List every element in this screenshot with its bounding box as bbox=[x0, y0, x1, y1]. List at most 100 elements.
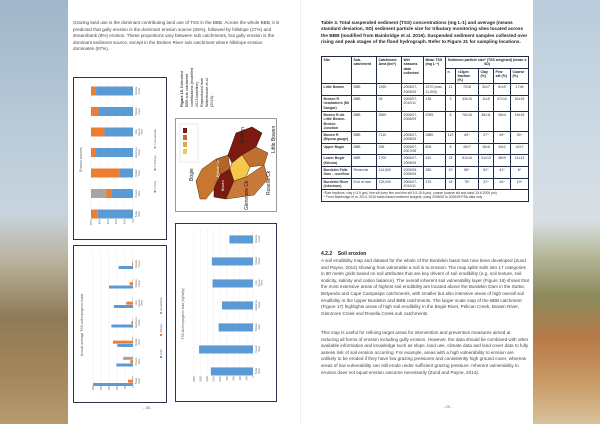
bar bbox=[211, 257, 253, 266]
table-cell: 5 bbox=[445, 142, 456, 156]
table-row: Broken R headwaters (Mt Dangar) BBB 35 2006… bbox=[321, 95, 530, 112]
x-tick-label-line: Creek bbox=[138, 318, 141, 325]
y-tick-label: 600 bbox=[231, 375, 235, 380]
table-cell: 75^ bbox=[455, 177, 479, 191]
bar bbox=[210, 367, 253, 376]
table-cell: BBB bbox=[351, 131, 377, 144]
header-mean-tss: Mean TSS (mg L⁻¹) bbox=[423, 55, 446, 85]
bar-segment bbox=[96, 148, 133, 157]
bar-segment bbox=[111, 189, 133, 198]
y-tick-label: 1800 bbox=[192, 375, 196, 381]
bar-segment bbox=[96, 86, 133, 96]
table-cell: 2006/07-2010/11 bbox=[401, 177, 424, 191]
tss-loads-chart-svg: 0 50 100 150 200 250 Annual average TSS anthro… bbox=[80, 250, 163, 390]
section-heading: 4.2.2 Soil erosion bbox=[321, 251, 366, 257]
table-cell: Burdekin River (Inkerman) bbox=[321, 177, 352, 191]
table-cell: 52^ bbox=[478, 165, 494, 179]
table-cell: 3270 (max 11,900) bbox=[423, 83, 446, 97]
bar bbox=[218, 323, 253, 332]
legend-swatch-low bbox=[183, 149, 187, 154]
legend-label: Gully bbox=[160, 349, 163, 355]
y-tick-label: 200 bbox=[99, 385, 103, 390]
y-tick-label: 200 bbox=[244, 375, 248, 380]
y-tick-label: 20% bbox=[123, 218, 127, 224]
x-tick-label: BrokenRiver bbox=[135, 337, 141, 346]
legend-swatch bbox=[154, 190, 156, 193]
header-site: Site bbox=[321, 55, 352, 85]
x-tick-label-line: Little bbox=[255, 280, 258, 286]
table-cell: 2055 bbox=[423, 110, 446, 133]
x-tick-label-line: River bbox=[138, 190, 141, 196]
table-cell: 2006/07-2008/09 bbox=[401, 110, 424, 133]
x-tick-label-line: Bowen bbox=[135, 189, 138, 197]
table-cell: 19^ bbox=[509, 177, 530, 191]
table-cell: 7110 bbox=[376, 131, 402, 144]
table-cell: 16 bbox=[445, 177, 456, 191]
x-tick-label-line: Creek bbox=[138, 107, 141, 114]
table-cell: 41^ bbox=[493, 165, 511, 179]
table-cell: 2006/07-2008/09 bbox=[401, 131, 424, 144]
x-tick-label: BrokenRiver bbox=[135, 168, 141, 177]
table-cell: 129,000 bbox=[376, 177, 402, 191]
x-tick-label: PelicanCreek bbox=[135, 279, 141, 288]
bar-segment bbox=[98, 107, 133, 116]
y-tick-label: 0 bbox=[131, 385, 135, 387]
map-label-broken: Broken bbox=[240, 127, 246, 143]
x-tick-label-line: Creek bbox=[138, 279, 141, 286]
table-cell: 2005/06-2008/09 bbox=[401, 165, 424, 179]
x-tick-label-line: Little bbox=[135, 129, 138, 135]
x-tick-label-line: Rosella bbox=[135, 259, 138, 268]
erosion-sources-chart: 0% 20% 40% 60% 80% 100% Erosion sources BogieRi… bbox=[73, 77, 167, 240]
bar bbox=[229, 235, 254, 244]
x-tick-label-line: Glenmore bbox=[255, 299, 258, 311]
bar-segment bbox=[91, 209, 98, 219]
table-cell: 42±7 bbox=[509, 142, 530, 156]
x-tick-label-line: Creek bbox=[258, 301, 261, 308]
y-tick-label: 400 bbox=[238, 375, 242, 380]
bar bbox=[109, 285, 133, 289]
x-tick-label: BowenRiver bbox=[135, 357, 141, 365]
legend-swatch-medium bbox=[183, 142, 187, 147]
x-tick-label-line: Bowen bbox=[138, 128, 141, 136]
x-tick-label-line: Pelican bbox=[255, 256, 258, 265]
bar bbox=[212, 279, 253, 288]
section-title: Soil erosion bbox=[337, 251, 367, 257]
table-cell: BBB bbox=[351, 83, 377, 97]
x-tick-label-line: River bbox=[258, 368, 261, 374]
legend-label: Streambank bbox=[160, 297, 163, 311]
x-tick-label: PelicanCreek bbox=[255, 256, 261, 265]
table-cell: 15 bbox=[445, 154, 456, 167]
x-tick-label-line: River bbox=[138, 378, 141, 384]
x-tick-label-line: Creek bbox=[258, 257, 261, 264]
table-cell: 375 bbox=[423, 177, 446, 191]
bar bbox=[117, 344, 133, 347]
legend-swatch-highest bbox=[183, 128, 187, 133]
table-cell: 63^ bbox=[455, 131, 479, 144]
subcatchment-map-svg: Bogie Pelican Ck Bowen Broken Little Bow… bbox=[179, 123, 277, 210]
map-label-glenmore: Glenmore Ck bbox=[244, 180, 250, 210]
table-cell: 48±9 bbox=[493, 154, 511, 167]
x-tick-label: BowenRiver bbox=[255, 345, 261, 353]
y-tick-label: 60% bbox=[106, 218, 110, 224]
x-tick-label-line: Little bbox=[135, 300, 138, 306]
table-cell: Bowen R d/s Little Bowen-Broken Junction bbox=[321, 110, 352, 133]
bar bbox=[113, 340, 133, 344]
y-tick-label: 1600 bbox=[199, 375, 203, 381]
table-cell: Little Bowen bbox=[321, 83, 352, 97]
chart-title: Erosion sources bbox=[79, 147, 83, 172]
table-cell: 3690 bbox=[376, 110, 402, 133]
section-number: 4.2.2 bbox=[321, 251, 333, 257]
x-tick-label: RosellaCreek bbox=[255, 234, 261, 243]
bar bbox=[128, 379, 134, 383]
x-tick-label-line: Creek bbox=[138, 148, 141, 155]
map-label-bowen: Bowen bbox=[221, 180, 225, 191]
x-tick-label-line: River bbox=[138, 211, 141, 217]
table-row: Burdekin River (Inkerman) End of river 129… bbox=[321, 177, 530, 191]
bar bbox=[93, 383, 133, 386]
x-tick-label-line: Glenmore bbox=[135, 146, 138, 158]
table-row: Bowen R d/s Little Bowen-Broken Junction… bbox=[321, 110, 530, 133]
y-tick-label: 0% bbox=[131, 218, 135, 222]
table-cell: 17±8 bbox=[509, 83, 530, 97]
